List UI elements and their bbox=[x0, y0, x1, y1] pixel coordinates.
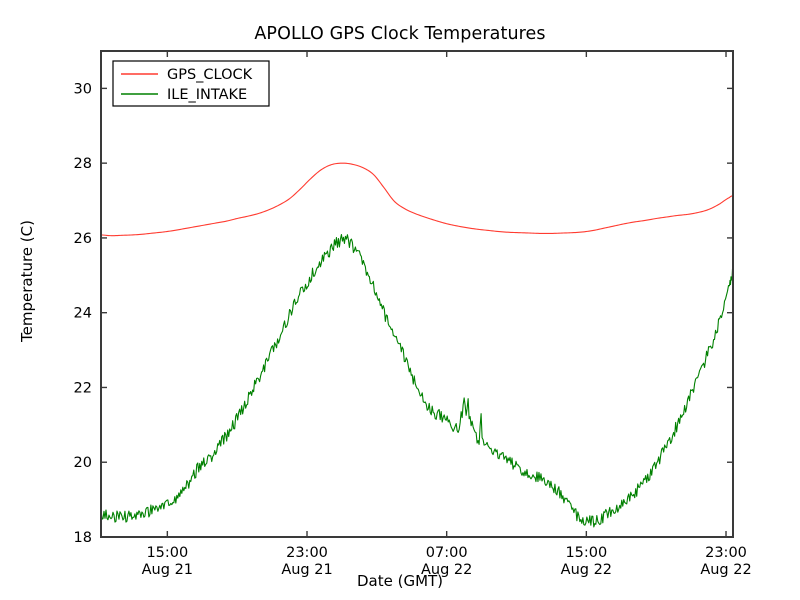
x-tick-label-date: Aug 21 bbox=[281, 562, 332, 578]
x-tick-label-time: 15:00 bbox=[565, 545, 607, 561]
series-line-gps-clock bbox=[101, 162, 733, 237]
y-tick-label: 28 bbox=[74, 156, 92, 172]
x-tick-label-time: 23:00 bbox=[286, 545, 328, 561]
y-tick-label: 24 bbox=[74, 306, 92, 322]
x-tick-label-date: Aug 22 bbox=[700, 562, 751, 578]
series-line-ile-intake bbox=[101, 233, 733, 528]
x-tick-label-date: Aug 22 bbox=[421, 562, 472, 578]
y-tick-label: 22 bbox=[74, 380, 92, 396]
x-tick-label-date: Aug 21 bbox=[142, 562, 193, 578]
y-tick-label: 26 bbox=[74, 231, 92, 247]
y-tick-label: 20 bbox=[74, 455, 92, 471]
plot-background bbox=[101, 51, 733, 537]
chart-title: APOLLO GPS Clock Temperatures bbox=[254, 24, 546, 44]
x-tick-label-date: Aug 22 bbox=[561, 562, 612, 578]
x-tick-label-time: 07:00 bbox=[426, 545, 468, 561]
x-tick-label-time: 15:00 bbox=[146, 545, 188, 561]
y-tick-label: 30 bbox=[74, 81, 92, 97]
legend[interactable]: GPS_CLOCK ILE_INTAKE bbox=[112, 60, 270, 107]
y-tick-label: 18 bbox=[74, 530, 92, 546]
axes-frame bbox=[100, 50, 734, 538]
x-tick-label-time: 23:00 bbox=[705, 545, 747, 561]
x-axis-label: Date (GMT) bbox=[356, 572, 444, 590]
legend-label: GPS_CLOCK bbox=[167, 67, 253, 83]
data-series-group bbox=[101, 162, 733, 528]
legend-label: ILE_INTAKE bbox=[167, 87, 247, 103]
